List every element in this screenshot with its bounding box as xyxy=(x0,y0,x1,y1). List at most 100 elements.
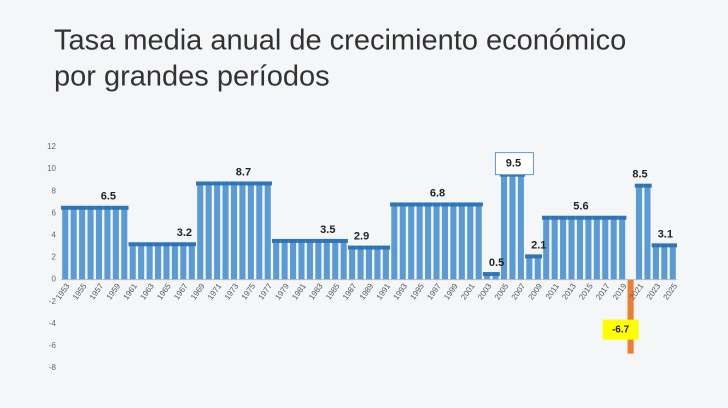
bar-cap xyxy=(466,202,475,207)
bar-cap xyxy=(457,202,467,207)
bar-cap xyxy=(533,254,542,259)
bar xyxy=(602,217,609,280)
bar xyxy=(644,185,651,280)
bar-cap xyxy=(440,202,450,207)
bar xyxy=(306,240,313,280)
bar-cap xyxy=(474,202,483,207)
bar xyxy=(661,245,668,280)
bar-cap xyxy=(558,215,568,220)
bar xyxy=(264,183,271,280)
bar xyxy=(543,217,550,280)
bar xyxy=(576,217,583,280)
bar-cap xyxy=(170,242,180,247)
bar xyxy=(70,207,77,280)
chart-title: por grandes períodos xyxy=(54,61,330,93)
bar xyxy=(593,217,600,280)
bar xyxy=(416,204,423,280)
bar-cap xyxy=(103,205,112,210)
bar-cap xyxy=(179,242,188,247)
label-highlight xyxy=(602,319,639,340)
value-label: 8.5 xyxy=(632,169,647,181)
bar xyxy=(517,174,524,280)
bar xyxy=(619,217,626,280)
bar xyxy=(129,244,136,280)
bar xyxy=(433,204,440,280)
bar xyxy=(365,247,373,280)
bar-cap xyxy=(423,202,433,207)
bar-cap xyxy=(263,181,272,186)
bar-cap xyxy=(643,183,652,188)
bar-cap xyxy=(331,238,340,243)
value-label: -6.7 xyxy=(612,324,630,335)
chart-title: Tasa media anual de crecimiento económic… xyxy=(54,25,626,57)
bar-cap xyxy=(415,202,424,207)
bar-cap xyxy=(482,272,492,277)
bar xyxy=(492,274,499,280)
bar-cap xyxy=(69,205,78,210)
bar-cap xyxy=(432,202,441,207)
bar-cap xyxy=(398,202,407,207)
y-tick-label: 12 xyxy=(47,142,56,151)
bar-cap xyxy=(406,202,416,207)
bar-cap xyxy=(288,238,298,243)
bar-cap xyxy=(356,245,365,250)
bar xyxy=(146,244,153,280)
bar xyxy=(399,204,406,280)
y-tick-label: 6 xyxy=(52,208,57,217)
bar xyxy=(256,183,263,280)
bar-cap xyxy=(651,243,661,248)
bar xyxy=(214,183,221,280)
bar xyxy=(281,240,288,280)
bar-cap xyxy=(314,238,323,243)
bar-cap xyxy=(373,245,382,250)
bar xyxy=(450,204,457,280)
bar xyxy=(62,207,69,280)
bar xyxy=(475,204,482,280)
bar xyxy=(298,240,305,280)
bar xyxy=(652,245,659,280)
bar-cap xyxy=(634,183,644,188)
value-label: 3.2 xyxy=(177,227,192,239)
bar xyxy=(534,256,541,280)
bar xyxy=(79,207,86,280)
bar-cap xyxy=(120,205,129,210)
bar xyxy=(230,183,238,280)
bar xyxy=(526,256,533,280)
bar-cap xyxy=(347,245,357,250)
value-label: 2.9 xyxy=(354,230,369,242)
bar xyxy=(467,204,474,280)
bar xyxy=(627,279,634,354)
bar xyxy=(121,207,128,280)
bar xyxy=(484,274,491,280)
y-tick-label: -2 xyxy=(49,297,57,306)
bar-cap xyxy=(128,242,137,247)
bar-cap xyxy=(617,215,627,220)
bar-cap xyxy=(196,181,205,186)
value-label: 3.5 xyxy=(320,224,335,236)
bar-cap xyxy=(601,215,610,220)
bar-cap xyxy=(111,205,121,210)
bar xyxy=(332,240,339,280)
bar-cap xyxy=(305,238,315,243)
y-tick-label: -8 xyxy=(49,363,57,372)
bar-cap xyxy=(491,272,500,277)
bar-cap xyxy=(204,181,213,186)
bar-cap xyxy=(153,242,163,247)
bar xyxy=(391,204,398,280)
label-box xyxy=(494,152,534,176)
bar xyxy=(247,183,254,280)
bar xyxy=(560,217,567,280)
bar-cap xyxy=(187,242,197,247)
bar-cap xyxy=(567,215,576,220)
bar xyxy=(635,185,643,280)
bar-cap xyxy=(77,205,87,210)
bar xyxy=(197,183,204,280)
bar-cap xyxy=(246,181,256,186)
bar xyxy=(441,204,448,280)
bar xyxy=(171,244,178,280)
bar-cap xyxy=(390,202,399,207)
bar-cap xyxy=(449,202,458,207)
bar xyxy=(458,204,465,280)
bar-cap xyxy=(238,181,247,186)
